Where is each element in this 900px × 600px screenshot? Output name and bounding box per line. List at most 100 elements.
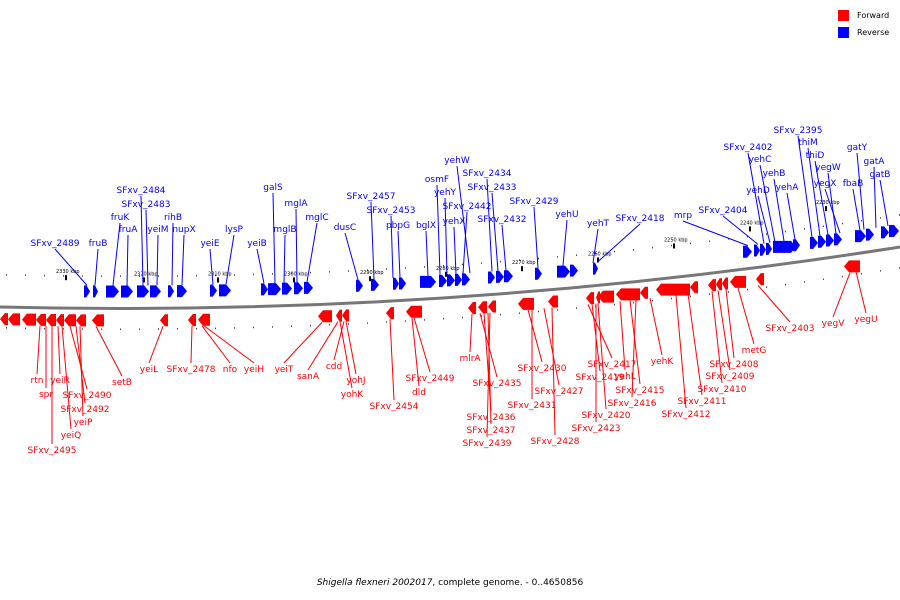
gene-label: SFxv_2430 [518, 364, 567, 374]
tick-mark [293, 277, 295, 283]
leader-line [873, 166, 877, 228]
gene-label: SFxv_2495 [28, 446, 77, 456]
gene-arrow [756, 273, 764, 286]
gene-arrow [261, 283, 268, 296]
scale-dot [538, 310, 539, 313]
gene-label: SFxv_2490 [63, 391, 112, 401]
leader-line [201, 325, 231, 364]
gene-label: SFxv_2433 [468, 183, 517, 193]
scale-dot [120, 275, 121, 277]
gene-arrow [722, 277, 728, 290]
leader-line [453, 226, 457, 275]
gene-arrow [160, 314, 168, 327]
scale-dot [25, 274, 26, 277]
gene-label: yeiE [200, 239, 219, 249]
gene-arrow [855, 230, 866, 243]
scale-dot [481, 315, 482, 317]
scale-dot [633, 248, 634, 251]
gene-arrow [371, 278, 379, 291]
gene-label: SFxv_2483 [122, 200, 171, 210]
gene-label: SFxv_2412 [662, 410, 711, 420]
tick-mark [597, 257, 599, 263]
leader-line [411, 317, 420, 387]
gene-leader-lines [36, 135, 889, 444]
gene-label: yegW [815, 163, 841, 173]
gene-label: SFxv_2404 [699, 206, 748, 216]
gene-label: SFxv_2420 [582, 411, 631, 421]
scale-dot [424, 266, 425, 268]
leader-line [675, 295, 687, 409]
gene-arrow [8, 313, 20, 326]
leader-line [306, 222, 318, 283]
scale-dot [823, 278, 824, 281]
gene-label: yeiT [275, 365, 294, 375]
scale-dot [728, 291, 729, 293]
gene-arrow [121, 285, 133, 298]
tick-marks [6, 206, 900, 330]
scale-dot [348, 270, 349, 272]
gene-arrow [488, 300, 496, 313]
scale-dot [405, 320, 406, 322]
scale-dot [44, 327, 45, 330]
scale-dot [576, 254, 577, 256]
leader-line [855, 271, 867, 314]
gene-label: metG [742, 346, 767, 356]
leader-line [462, 211, 468, 274]
genome-backbone [0, 245, 900, 310]
leader-line [339, 321, 353, 389]
scale-dot [557, 309, 558, 311]
scale-dot [253, 326, 254, 329]
scale-dot [747, 288, 748, 291]
gene-label: thiM [798, 138, 818, 148]
leader-line [126, 234, 129, 286]
gene-label: fruB [89, 239, 108, 249]
gene-label: setB [112, 378, 132, 388]
gene-label: yehB [763, 169, 786, 179]
gene-label: SFxv_2429 [510, 197, 559, 207]
scale-dot [709, 240, 710, 242]
scale-dot [272, 273, 273, 275]
scale-dot [443, 317, 444, 320]
gene-label: SFxv_2436 [467, 413, 516, 423]
gene-label: SFxv_2402 [724, 143, 773, 153]
gene-arrow [488, 271, 495, 284]
leader-line [711, 291, 723, 384]
caption-organism: Shigella flexneri 2002017 [316, 578, 433, 588]
gene-arrow [640, 286, 648, 299]
scale-dot [690, 295, 691, 298]
leader-line [879, 179, 889, 226]
gene-label: yehT [587, 219, 610, 229]
leader-line [444, 197, 448, 275]
gene-arrow [318, 310, 332, 323]
scale-dot [25, 327, 26, 330]
tick-label: 2230 kbp [816, 200, 840, 206]
leader-line [148, 326, 164, 364]
gene-arrow [754, 244, 760, 257]
leader-line [592, 228, 599, 263]
gene-arrow [793, 239, 800, 252]
gene-label: SFxv_2435 [473, 379, 522, 389]
scale-dot [861, 219, 862, 222]
scale-dot [158, 275, 159, 277]
leader-line [773, 178, 785, 242]
scale-dot [177, 275, 178, 277]
tick-mark [369, 276, 371, 282]
leader-line [852, 188, 861, 231]
leader-line [283, 234, 286, 283]
scale-dot [367, 322, 368, 324]
leader-line [807, 147, 821, 237]
tick-label: 2260 kbp [588, 251, 612, 257]
gene-arrow [137, 285, 149, 298]
gene-label: yeiQ [61, 431, 81, 441]
leader-line [140, 195, 144, 286]
gene-arrow [406, 305, 422, 318]
gene-arrow [834, 233, 842, 246]
scale-dot [196, 274, 197, 277]
leader-line [79, 326, 84, 417]
gene-arrow [818, 235, 826, 248]
gene-label: rihB [164, 213, 182, 223]
tick-mark [143, 277, 145, 283]
gene-arrow [760, 243, 766, 256]
gene-label: SFxv_2410 [698, 385, 747, 395]
tick-label: 2300 kbp [284, 271, 308, 277]
